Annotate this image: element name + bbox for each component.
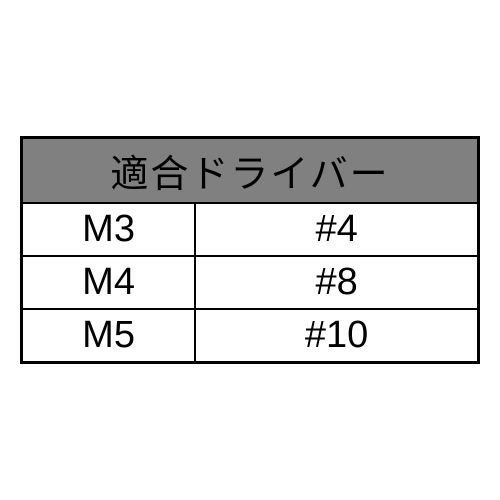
driver-cell: #8 <box>195 256 478 309</box>
table-row: M3 #4 <box>22 203 479 256</box>
table-header-row: 適合ドライバー <box>22 138 479 204</box>
table-header: 適合ドライバー <box>22 138 479 204</box>
size-cell: M3 <box>22 203 196 256</box>
size-cell: M5 <box>22 309 196 363</box>
driver-cell: #10 <box>195 309 478 363</box>
driver-compatibility-table: 適合ドライバー M3 #4 M4 #8 M5 #10 <box>20 136 480 364</box>
table-row: M4 #8 <box>22 256 479 309</box>
driver-cell: #4 <box>195 203 478 256</box>
driver-table-container: 適合ドライバー M3 #4 M4 #8 M5 #10 <box>20 136 480 364</box>
table-row: M5 #10 <box>22 309 479 363</box>
size-cell: M4 <box>22 256 196 309</box>
